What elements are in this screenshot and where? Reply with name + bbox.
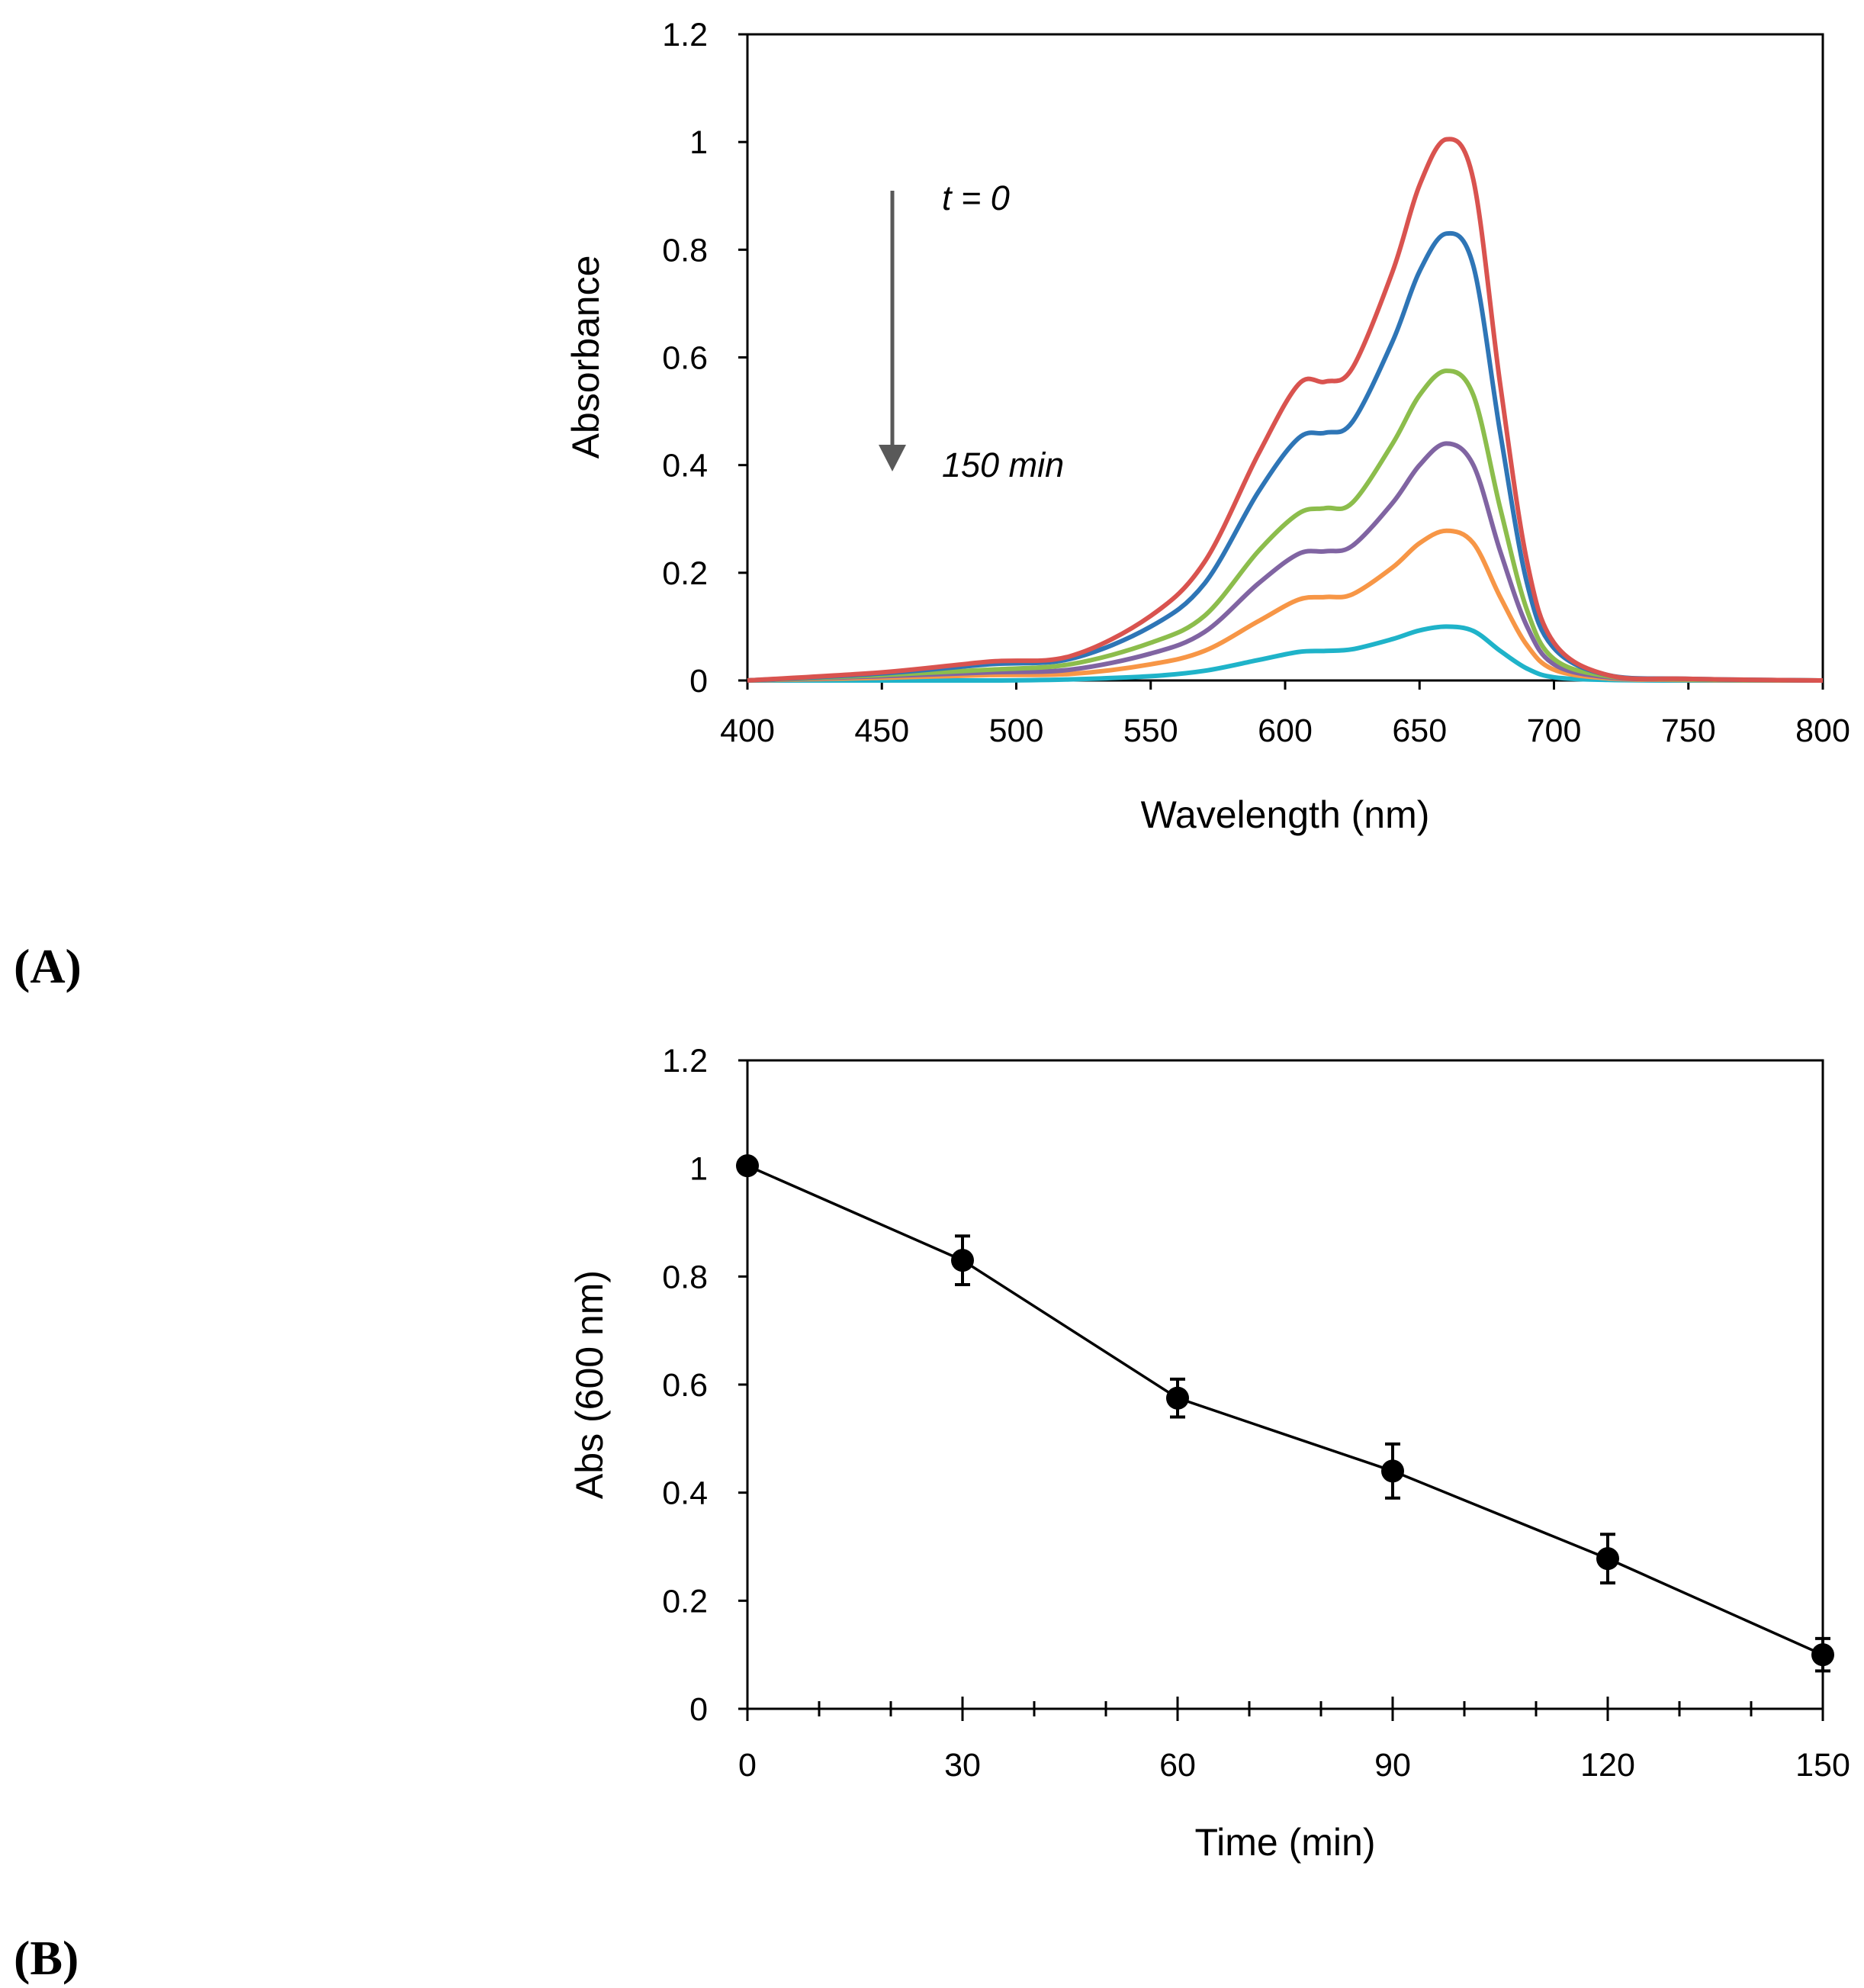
panel-a-y-tick-label: 0.8 — [662, 232, 708, 269]
panel-a-x-tick-label: 450 — [854, 713, 909, 749]
panel-b-data-point — [951, 1249, 974, 1272]
panel-a-series-line — [747, 441, 1824, 683]
panel-a-series-line — [747, 137, 1824, 683]
panel-a-series-line — [747, 230, 1824, 683]
panel-b-y-tick-label: 0 — [689, 1691, 708, 1728]
panel-a-y-tick-label: 0.6 — [662, 340, 708, 377]
panel-a-x-tick-label: 550 — [1123, 713, 1178, 749]
panel-a-y-ticks: 0 0.2 0.4 0.6 0.8 1 1.2 — [662, 17, 747, 700]
panel-a-x-axis-title: Wavelength (nm) — [1141, 793, 1430, 836]
panel-b-y-tick-label: 1.2 — [662, 1043, 708, 1079]
panel-a-x-tick-label: 600 — [1258, 713, 1313, 749]
panel-a-series-line — [747, 624, 1824, 684]
panel-a-y-tick-label: 0 — [689, 663, 708, 700]
panel-b-x-tick-label: 120 — [1580, 1747, 1635, 1784]
panel-a-series-line — [747, 368, 1824, 683]
panel-a-x-tick-label: 750 — [1661, 713, 1716, 749]
panel-a-x-tick-label: 650 — [1392, 713, 1447, 749]
panel-b-x-tick-label: 60 — [1159, 1747, 1196, 1784]
panel-a-series-line — [747, 528, 1824, 683]
panel-b-data-point — [1596, 1547, 1619, 1571]
panel-a-label: (A) — [14, 939, 82, 993]
panel-b-data-point — [736, 1154, 759, 1178]
panel-b-x-tick-label: 90 — [1374, 1747, 1411, 1784]
panel-a-series — [747, 137, 1824, 684]
panel-a-x-ticks: 400 450 500 550 600 650 700 750 800 — [720, 680, 1850, 749]
panel-b-y-ticks: 0 0.2 0.4 0.6 0.8 1 1.2 — [662, 1043, 747, 1728]
panel-b-label: (B) — [14, 1931, 79, 1985]
panel-a-x-tick-label: 400 — [720, 713, 775, 749]
panel-a-annotation-end: 150 min — [942, 446, 1064, 484]
panel-b-y-tick-label: 0.2 — [662, 1583, 708, 1620]
panel-b-plot-frame — [746, 1059, 1824, 1710]
panel-a-y-tick-label: 1 — [689, 124, 708, 161]
panel-b-data-point — [1166, 1386, 1189, 1410]
panel-a-x-tick-label: 700 — [1527, 713, 1582, 749]
panel-a-y-tick-label: 0.4 — [662, 448, 708, 484]
panel-b-y-tick-label: 0.8 — [662, 1259, 708, 1295]
panel-b-chart: 0 0.2 0.4 0.6 0.8 1 1.2 0 30 60 90 120 150 Time (mi… — [14, 1043, 1850, 1985]
panel-a-y-tick-label: 1.2 — [662, 17, 708, 53]
panel-b-x-tick-label: 30 — [944, 1747, 981, 1784]
panel-a-y-tick-label: 0.2 — [662, 555, 708, 592]
panel-b-x-axis-title: Time (min) — [1194, 1821, 1375, 1864]
panel-a-chart: 0 0.2 0.4 0.6 0.8 1 1.2 400 450 500 550 600 650 700 7… — [14, 17, 1850, 993]
panel-a-x-tick-label: 800 — [1795, 713, 1850, 749]
panel-a-x-tick-label: 500 — [989, 713, 1044, 749]
panel-b-series — [736, 1154, 1834, 1673]
panel-b-x-tick-label: 150 — [1795, 1747, 1850, 1784]
panel-b-y-tick-label: 0.6 — [662, 1367, 708, 1404]
panel-b-x-tick-label: 0 — [738, 1747, 757, 1784]
panel-b-y-tick-label: 0.4 — [662, 1475, 708, 1512]
panel-b-y-axis-title: Abs (600 nm) — [568, 1270, 611, 1499]
panel-a-time-arrow-head — [879, 445, 906, 471]
panel-b-x-ticks: 0 30 60 90 120 150 — [738, 1697, 1850, 1784]
panel-b-series-line — [747, 1164, 1824, 1656]
panel-b-data-point — [1381, 1459, 1404, 1483]
panel-a-annotation-start: t = 0 — [942, 179, 1010, 217]
panel-a-y-axis-title: Absorbance — [564, 256, 607, 459]
panel-b-y-tick-label: 1 — [689, 1151, 708, 1188]
panel-a-plot-frame — [746, 33, 1824, 682]
panel-b-data-point — [1811, 1643, 1834, 1667]
